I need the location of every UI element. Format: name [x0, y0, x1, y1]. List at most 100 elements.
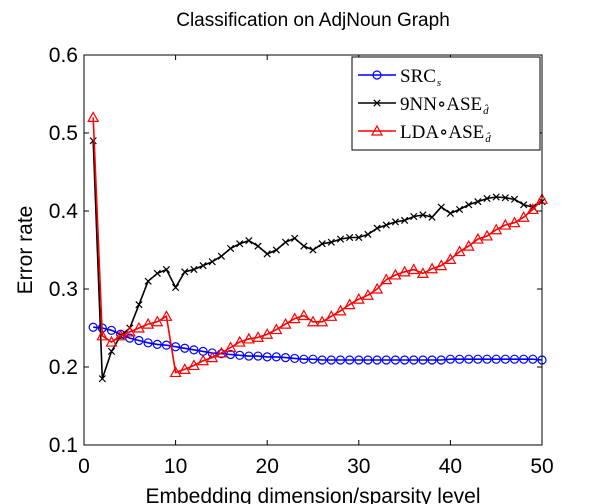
- data-point: [446, 209, 455, 217]
- data-point: [437, 203, 445, 211]
- y-tick-label: 0.5: [49, 122, 78, 145]
- data-point: [297, 309, 310, 321]
- data-point: [400, 216, 409, 224]
- data-point: [288, 312, 301, 324]
- plot-frame: [83, 54, 543, 446]
- data-point: [500, 354, 510, 364]
- legend-label: 9NN∘ASE: [400, 94, 482, 115]
- legend-entry: LDA∘ASE d̂: [358, 122, 491, 145]
- data-point: [363, 355, 373, 365]
- data-point: [144, 277, 152, 285]
- x-tick-label: 30: [347, 455, 370, 478]
- data-point: [499, 218, 512, 230]
- data-point: [114, 329, 127, 341]
- ticks-layer: 0 10 20 30 40 50 0.1 0.2 0.3 0.4 0.5 0.6: [49, 44, 554, 478]
- data-point: [528, 354, 538, 364]
- data-point: [171, 283, 180, 292]
- data-point: [233, 335, 246, 347]
- data-point: [263, 250, 271, 258]
- data-point: [106, 325, 117, 335]
- data-point: [327, 238, 335, 246]
- y-axis-label: Error rate: [14, 206, 37, 295]
- legend: SRC s 9NN∘ASE d̂LDA∘ASE d̂: [351, 56, 541, 151]
- data-point: [454, 354, 465, 364]
- data-point: [334, 304, 347, 316]
- data-point: [216, 349, 226, 359]
- data-point: [281, 238, 290, 246]
- data-point: [381, 355, 391, 365]
- data-point: [308, 354, 318, 364]
- legend-label-sub: d̂: [485, 132, 491, 145]
- data-point: [345, 355, 355, 365]
- data-point: [492, 193, 500, 201]
- data-point: [123, 325, 136, 337]
- series-1: [89, 137, 546, 383]
- y-tick-label: 0.6: [49, 44, 78, 67]
- data-point: [306, 315, 320, 327]
- data-point: [462, 239, 475, 251]
- data-point: [464, 354, 474, 364]
- data-point: [481, 229, 494, 241]
- data-point: [436, 355, 446, 365]
- data-point: [336, 235, 345, 243]
- data-point: [407, 263, 420, 275]
- data-point: [181, 268, 189, 276]
- data-point: [391, 218, 400, 226]
- data-point: [316, 315, 329, 327]
- data-point: [224, 341, 237, 353]
- legend-swatch-marker: [372, 70, 382, 80]
- series-line: [92, 117, 543, 374]
- data-point: [444, 253, 457, 264]
- series-layer: [87, 111, 549, 383]
- data-point: [236, 240, 244, 248]
- y-tick-label: 0.3: [49, 278, 78, 301]
- data-point: [253, 351, 263, 361]
- x-tick-label: 10: [164, 455, 187, 478]
- data-point: [107, 347, 116, 356]
- data-point: [501, 194, 509, 202]
- data-point: [482, 354, 492, 364]
- data-point: [490, 223, 503, 235]
- x-tick-label: 50: [530, 455, 553, 478]
- data-point: [87, 111, 100, 122]
- data-point: [409, 355, 419, 365]
- data-point: [88, 322, 98, 332]
- legend-label: LDA∘ASE: [400, 122, 484, 143]
- data-point: [416, 267, 429, 278]
- data-point: [261, 328, 274, 339]
- data-point: [252, 331, 265, 342]
- data-point: [125, 333, 135, 343]
- data-point: [426, 262, 439, 274]
- data-point: [453, 245, 466, 257]
- data-point: [355, 233, 363, 242]
- legend-swatch-marker: [373, 99, 381, 107]
- data-point: [226, 244, 235, 253]
- legend-label: SRC: [400, 66, 436, 87]
- data-point: [364, 230, 372, 239]
- data-point: [372, 355, 382, 365]
- data-point: [197, 354, 210, 366]
- legend-swatch-marker: [370, 124, 384, 136]
- data-point: [410, 212, 418, 221]
- data-point: [290, 353, 300, 364]
- data-point: [208, 258, 216, 266]
- data-point: [520, 201, 528, 209]
- legend-entry: SRC s: [358, 66, 441, 89]
- data-point: [435, 259, 448, 271]
- data-point: [190, 265, 198, 274]
- y-tick-label: 0.2: [49, 356, 78, 379]
- data-point: [271, 352, 281, 362]
- data-point: [352, 292, 365, 304]
- data-point: [371, 282, 384, 294]
- data-point: [98, 375, 106, 383]
- data-point: [244, 351, 254, 361]
- data-point: [473, 354, 483, 364]
- data-point: [390, 355, 401, 365]
- data-point: [361, 289, 374, 300]
- data-point: [189, 345, 199, 355]
- data-point: [89, 137, 97, 145]
- data-point: [382, 221, 390, 229]
- data-point: [343, 298, 356, 310]
- data-point: [160, 310, 173, 321]
- data-point: [380, 273, 393, 285]
